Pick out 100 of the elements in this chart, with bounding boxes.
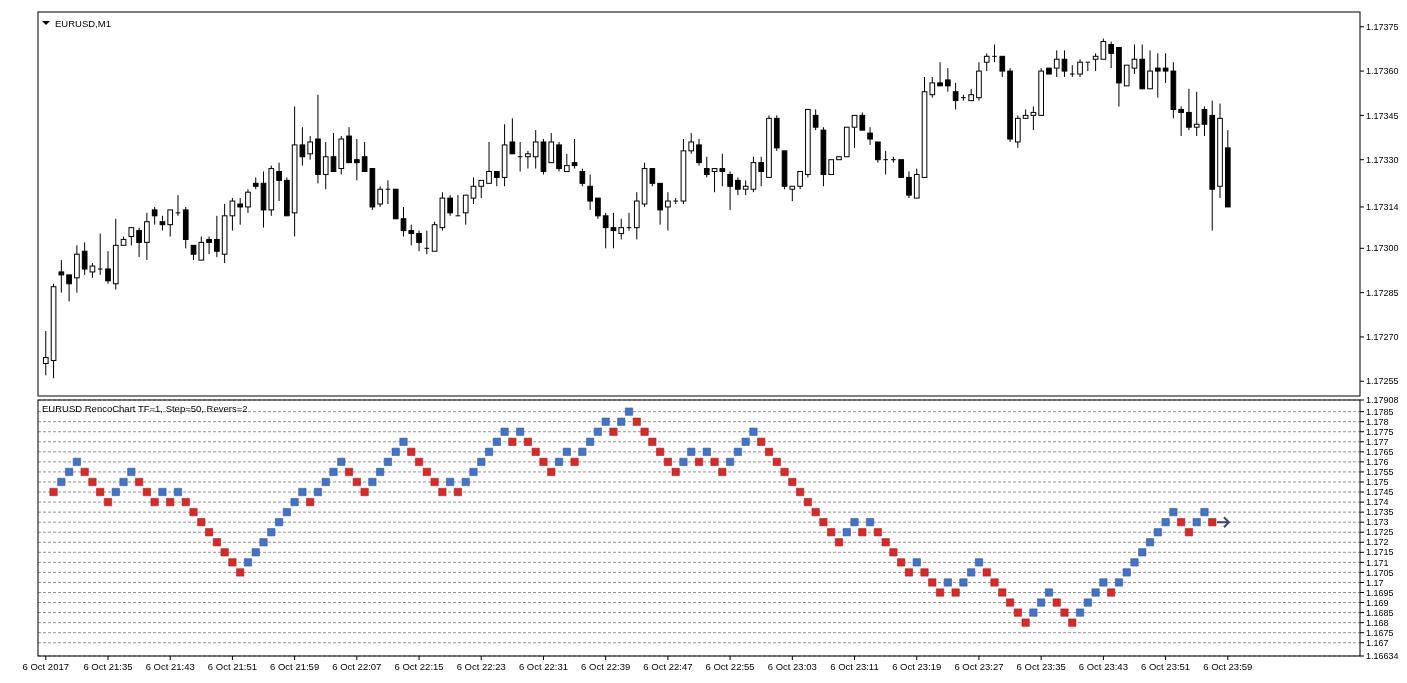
y-tick-label: 1.17375 (1366, 21, 1399, 32)
y-tick-label: 1.175 (1366, 477, 1389, 488)
candlestick (330, 132, 337, 173)
y-tick-label: 1.1785 (1366, 406, 1394, 417)
x-tick-label: 6 Oct 21:43 (145, 661, 195, 672)
y-tick-label: 1.171 (1366, 557, 1389, 568)
candlestick (665, 191, 671, 232)
candlestick (913, 168, 920, 199)
y-tick-label: 1.178 (1366, 416, 1389, 427)
candlestick (408, 224, 415, 246)
text: EURUSD,M1 (55, 18, 111, 29)
x-tick-label: 6 Oct 23:03 (767, 661, 817, 672)
chart-title: EURUSD RencoChart TF=1, Step=50, Revers=2 (42, 403, 248, 414)
candlestick (991, 43, 998, 63)
y-tick-label: 1.1685 (1366, 607, 1394, 618)
candlestick (42, 330, 49, 376)
candlestick (696, 138, 702, 167)
x-tick-label: 6 Oct 22:15 (394, 661, 444, 672)
candlestick (136, 227, 142, 258)
x-tick-label: 6 Oct 23:59 (1203, 661, 1253, 672)
candlestick (144, 212, 150, 261)
y-tick-label: 1.17908 (1366, 395, 1399, 406)
candlestick (1147, 49, 1153, 90)
y-tick-label: 1.17330 (1366, 154, 1399, 165)
candlestick (688, 132, 695, 155)
x-tick-label: 6 Oct 23:11 (830, 661, 879, 672)
candlestick (571, 138, 578, 170)
x-tick-label: 6 Oct 22:47 (643, 661, 693, 672)
candlestick (556, 141, 562, 173)
candlestick (758, 156, 765, 187)
y-tick-label: 1.172 (1366, 537, 1389, 548)
candlestick (175, 194, 181, 217)
candlestick (618, 218, 625, 240)
candlestick (906, 171, 912, 199)
y-tick-label: 1.177 (1366, 436, 1389, 447)
candlestick (74, 244, 80, 294)
y-tick-label: 1.1735 (1366, 507, 1394, 518)
y-tick-label: 1.17285 (1366, 287, 1399, 298)
candlestick (1178, 106, 1184, 137)
x-tick-label: 6 Oct 21:35 (83, 661, 133, 672)
y-tick-label: 1.1695 (1366, 587, 1394, 598)
candlestick (867, 126, 873, 146)
y-tick-label: 1.174 (1366, 497, 1389, 508)
candlestick (1154, 52, 1161, 99)
y-tick-label: 1.17360 (1366, 66, 1399, 77)
candlestick (97, 233, 104, 276)
candlestick (875, 141, 881, 164)
x-tick-label: 6 Oct 21:59 (270, 661, 320, 672)
candlestick (105, 250, 111, 285)
x-tick-label: 6 Oct 22:39 (581, 661, 631, 672)
candlestick (354, 138, 360, 181)
x-tick-label: 6 Oct 23:35 (1016, 661, 1066, 672)
y-tick-label: 1.17270 (1366, 332, 1399, 343)
candlestick (245, 188, 251, 214)
y-tick-label: 1.168 (1366, 617, 1389, 628)
candlestick (307, 135, 314, 161)
y-tick-label: 1.17300 (1366, 243, 1399, 254)
y-tick-label: 1.1755 (1366, 467, 1394, 478)
candlestick (1186, 88, 1192, 131)
candlestick (548, 132, 555, 164)
candlestick (727, 171, 733, 211)
candlestick (882, 150, 889, 175)
candlestick (703, 156, 710, 178)
candlestick (1015, 114, 1021, 149)
y-tick-label: 1.1745 (1366, 487, 1394, 498)
candlestick (322, 141, 329, 190)
candlestick (486, 141, 492, 184)
candlestick (66, 274, 72, 302)
candlestick (58, 259, 65, 294)
candlestick (1061, 49, 1068, 78)
y-tick-label: 1.16634 (1366, 651, 1399, 662)
y-tick-label: 1.17 (1366, 577, 1384, 588)
candlestick (167, 209, 174, 237)
candlestick (1053, 49, 1060, 78)
candlestick (1108, 41, 1114, 69)
y-tick-label: 1.1675 (1366, 627, 1394, 638)
candlestick (999, 55, 1006, 78)
x-tick-label: 6 Oct 22:55 (705, 661, 755, 672)
candlestick (423, 230, 430, 255)
x-tick-label: 6 Oct 22:07 (332, 661, 382, 672)
candlestick (400, 206, 407, 237)
y-tick-label: 1.1705 (1366, 567, 1394, 578)
x-tick-label: 6 Oct 23:27 (954, 661, 1004, 672)
x-tick-label: 6 Oct 23:19 (892, 661, 942, 672)
candlestick (237, 197, 244, 226)
candlestick (206, 235, 212, 255)
candlestick (214, 215, 220, 258)
candlestick (377, 185, 383, 208)
x-tick-label: 6 Oct 23:43 (1078, 661, 1128, 672)
candlestick (812, 108, 819, 131)
y-tick-label: 1.167 (1366, 637, 1389, 648)
x-tick-label: 6 Oct 21:51 (207, 661, 257, 672)
candlestick (416, 230, 422, 252)
y-tick-label: 1.17345 (1366, 110, 1399, 121)
x-tick-label: 6 Oct 22:31 (518, 661, 569, 672)
x-tick-label: 6 Oct 2017 (22, 661, 70, 672)
y-tick-label: 1.1715 (1366, 547, 1394, 558)
y-tick-label: 1.1725 (1366, 527, 1394, 538)
candlestick (595, 197, 601, 220)
candlestick (447, 194, 453, 217)
